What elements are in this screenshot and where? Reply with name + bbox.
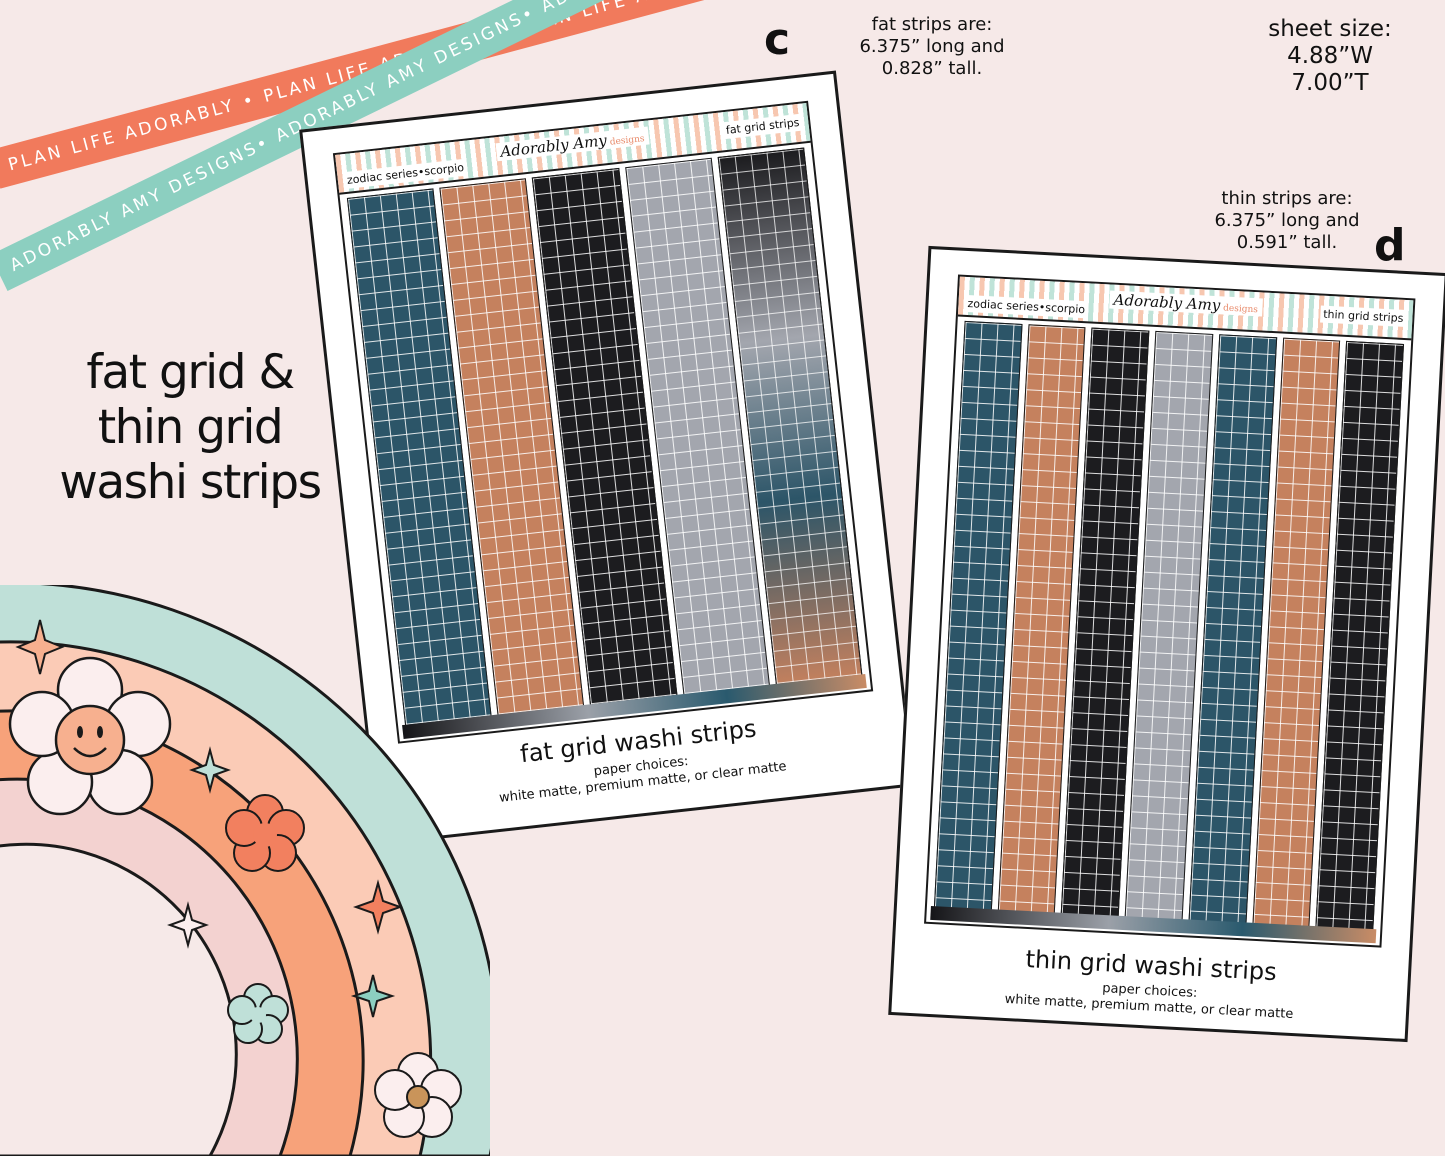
- info-line: 6.375” long and: [1214, 210, 1360, 231]
- flower-icon: [374, 1052, 462, 1138]
- headline-line: fat grid &: [86, 345, 295, 400]
- brand-logo: Adorably Amy designs: [1109, 290, 1263, 317]
- headline-line: washi strips: [59, 455, 322, 510]
- sparkle-star-icon: [189, 746, 231, 794]
- sheet-size-info: sheet size: 4.88”W 7.00”T: [1250, 16, 1410, 97]
- thin-strips-info: thin strips are: 6.375” long and 0.591” …: [1196, 188, 1378, 254]
- sheet-type-label: thin grid strips: [1319, 305, 1407, 328]
- flower-icon: [225, 794, 305, 872]
- series-label: zodiac series•scorpio: [964, 294, 1089, 319]
- info-line: 0.591” tall.: [1236, 232, 1338, 253]
- info-line: 4.88”W: [1287, 43, 1373, 69]
- info-line: sheet size:: [1268, 16, 1392, 42]
- sparkle-star-icon: [15, 619, 65, 675]
- option-letter-c: c: [764, 14, 791, 65]
- product-headline: fat grid & thin grid washi strips: [40, 345, 340, 510]
- sparkle-star-icon: [350, 974, 396, 1018]
- headline-line: thin grid: [97, 400, 284, 455]
- brand-logo: Adorably Amy designs: [495, 126, 650, 162]
- strip-row: [931, 320, 1407, 932]
- fat-strips-info: fat strips are: 6.375” long and 0.828” t…: [842, 14, 1022, 80]
- logo-sub: designs: [1222, 303, 1259, 316]
- sticker-area: zodiac series•scorpio Adorably Amy design…: [924, 274, 1416, 948]
- thin-grid-sheet: zodiac series•scorpio Adorably Amy design…: [888, 245, 1445, 1043]
- rainbow-illustration: [0, 585, 490, 1156]
- sparkle-star-icon: [167, 901, 209, 949]
- logo-text: Adorably Amy: [499, 131, 608, 161]
- sheet-type-label: fat grid strips: [722, 113, 804, 140]
- option-letter-d: d: [1374, 220, 1406, 271]
- info-line: 0.828” tall.: [881, 58, 983, 79]
- logo-sub: designs: [609, 133, 646, 148]
- info-line: 7.00”T: [1291, 70, 1369, 96]
- logo-text: Adorably Amy: [1113, 290, 1221, 315]
- sparkle-star-icon: [352, 879, 404, 935]
- flower-icon: [227, 983, 289, 1044]
- info-line: thin strips are:: [1221, 188, 1353, 209]
- info-line: 6.375” long and: [859, 36, 1005, 57]
- info-line: fat strips are:: [871, 14, 993, 35]
- smiley-flower-icon: [8, 656, 172, 816]
- series-label: zodiac series•scorpio: [343, 158, 468, 190]
